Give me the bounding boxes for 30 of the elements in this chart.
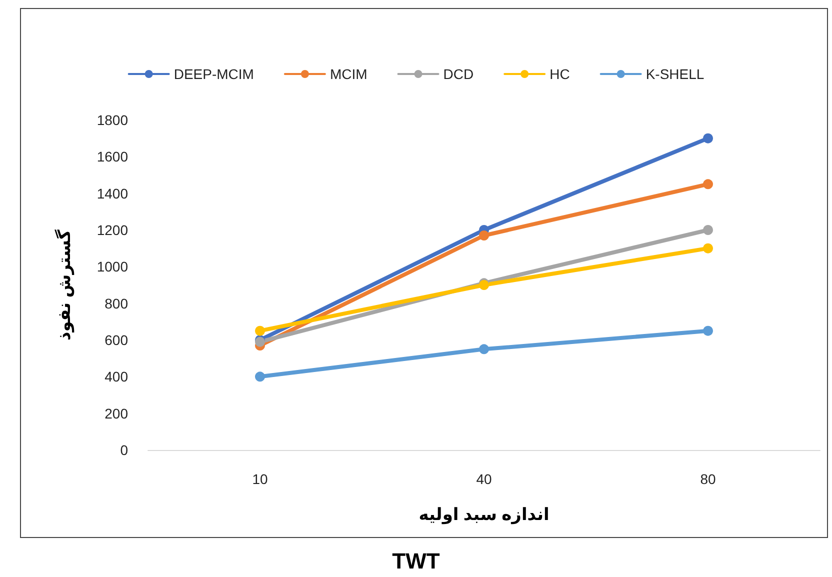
y-tick-label: 800 bbox=[104, 295, 128, 312]
y-tick-label: 1600 bbox=[96, 148, 128, 165]
y-tick-label: 600 bbox=[104, 332, 128, 348]
y-tick-label: 0 bbox=[120, 442, 128, 458]
y-tick-label: 1400 bbox=[96, 185, 128, 202]
legend-label: DEEP-MCIM bbox=[174, 66, 254, 82]
point bbox=[479, 230, 489, 240]
point bbox=[479, 344, 489, 354]
y-tick-label: 1800 bbox=[96, 112, 128, 128]
point bbox=[255, 372, 265, 382]
x-axis-title: اندازه سبد اولیه bbox=[418, 505, 550, 525]
y-axis-title: گسترش نفوذ bbox=[54, 229, 75, 340]
point bbox=[255, 326, 265, 336]
y-tick-label: 1200 bbox=[96, 222, 128, 238]
point bbox=[703, 179, 713, 190]
y-tick-label: 1000 bbox=[96, 258, 128, 275]
x-tick-label: 40 bbox=[476, 471, 492, 487]
point bbox=[703, 133, 713, 144]
legend-label: MCIM bbox=[330, 66, 368, 82]
y-tick-label: 200 bbox=[104, 405, 128, 422]
legend-label: HC bbox=[550, 66, 570, 82]
point bbox=[703, 243, 713, 254]
legend-label: K-SHELL bbox=[646, 66, 704, 82]
point bbox=[703, 326, 713, 336]
text: TWT bbox=[392, 548, 440, 574]
x-tick-label: 80 bbox=[700, 471, 716, 487]
point bbox=[703, 225, 713, 235]
y-tick-label: 400 bbox=[104, 368, 128, 385]
legend-label: DCD bbox=[443, 66, 474, 82]
x-tick-label: 10 bbox=[252, 471, 268, 487]
